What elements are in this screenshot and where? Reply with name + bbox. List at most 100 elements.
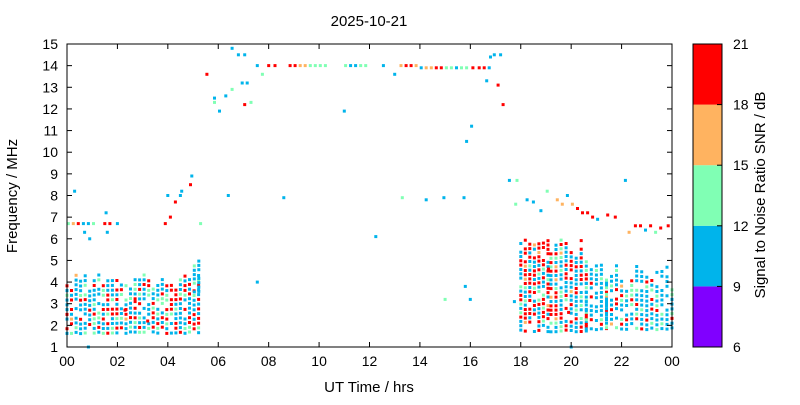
snr-point xyxy=(424,66,428,70)
snr-point xyxy=(532,243,536,247)
snr-point xyxy=(496,83,500,87)
snr-point xyxy=(584,291,588,294)
snr-point xyxy=(564,285,568,289)
snr-point xyxy=(645,318,649,322)
snr-point xyxy=(650,321,654,325)
snr-point xyxy=(635,269,639,273)
snr-point xyxy=(564,294,568,297)
snr-point xyxy=(79,289,83,293)
snr-point xyxy=(188,321,191,324)
colorbar-label: Signal to Noise Ratio SNR / dB xyxy=(752,92,769,299)
snr-point xyxy=(605,292,608,296)
snr-point xyxy=(240,81,244,85)
snr-point xyxy=(525,198,529,202)
snr-point xyxy=(579,269,583,273)
snr-point xyxy=(142,325,146,329)
snr-point xyxy=(142,278,146,282)
snr-point xyxy=(178,283,182,287)
snr-point xyxy=(594,278,598,282)
snr-point xyxy=(620,294,624,298)
snr-point xyxy=(74,321,78,325)
snr-point xyxy=(645,323,649,327)
snr-point xyxy=(409,64,413,68)
snr-point xyxy=(615,273,618,277)
snr-point xyxy=(88,318,92,322)
snr-point xyxy=(444,66,448,70)
snr-point xyxy=(584,303,588,307)
snr-point xyxy=(547,267,550,271)
snr-point xyxy=(523,316,527,320)
snr-point xyxy=(165,298,169,302)
snr-point xyxy=(142,297,146,301)
snr-point xyxy=(605,316,608,320)
snr-point xyxy=(199,222,203,226)
snr-point xyxy=(101,284,105,288)
snr-point xyxy=(537,328,541,332)
snr-point xyxy=(605,302,608,306)
snr-point xyxy=(97,302,101,306)
snr-point xyxy=(541,271,545,275)
snr-point xyxy=(224,94,228,98)
snr-point xyxy=(610,274,613,278)
snr-point xyxy=(599,318,603,322)
snr-point xyxy=(630,303,634,307)
snr-point xyxy=(640,322,644,326)
snr-point xyxy=(564,319,568,323)
snr-point xyxy=(249,100,253,104)
snr-point xyxy=(165,327,169,331)
snr-point xyxy=(449,66,453,70)
snr-point xyxy=(660,327,664,331)
snr-point xyxy=(169,288,173,292)
snr-point xyxy=(546,317,550,321)
colorbar-tick-label: 6 xyxy=(733,339,741,355)
snr-point xyxy=(160,292,164,296)
snr-point xyxy=(523,282,527,285)
snr-point xyxy=(574,278,578,282)
snr-point xyxy=(101,312,105,316)
snr-point xyxy=(559,329,563,333)
snr-point xyxy=(528,286,532,289)
snr-point xyxy=(178,307,182,310)
snr-point xyxy=(115,326,119,330)
snr-point xyxy=(532,304,536,307)
snr-point xyxy=(665,265,669,269)
snr-point xyxy=(541,280,545,284)
snr-point xyxy=(101,327,105,330)
snr-point xyxy=(610,317,613,321)
snr-point xyxy=(599,268,603,272)
snr-point xyxy=(477,66,481,70)
snr-point xyxy=(528,255,532,259)
snr-point xyxy=(160,316,164,320)
snr-point xyxy=(313,64,317,68)
snr-point xyxy=(106,326,110,330)
snr-point xyxy=(468,297,472,301)
snr-point xyxy=(344,64,348,68)
snr-point xyxy=(88,313,92,317)
snr-point xyxy=(546,243,550,247)
snr-point xyxy=(584,312,588,316)
snr-point xyxy=(559,247,563,251)
snr-point xyxy=(129,297,132,300)
snr-point xyxy=(660,317,664,321)
snr-point xyxy=(487,66,491,70)
snr-point xyxy=(564,246,568,250)
snr-point xyxy=(255,280,259,284)
snr-point xyxy=(589,304,593,308)
snr-point xyxy=(106,322,110,326)
snr-point xyxy=(103,222,107,226)
y-tick-label: 8 xyxy=(50,188,58,204)
snr-point xyxy=(655,313,659,317)
snr-point xyxy=(574,261,578,264)
x-tick-label: 14 xyxy=(412,353,428,369)
snr-point xyxy=(541,267,545,271)
snr-point xyxy=(546,330,550,334)
snr-point xyxy=(523,286,527,290)
snr-point xyxy=(197,312,201,316)
snr-point xyxy=(559,238,563,242)
snr-point xyxy=(537,255,541,259)
snr-point xyxy=(584,316,588,320)
snr-point xyxy=(197,326,201,330)
snr-point xyxy=(574,299,578,303)
snr-point xyxy=(640,279,644,283)
snr-point xyxy=(79,322,83,326)
